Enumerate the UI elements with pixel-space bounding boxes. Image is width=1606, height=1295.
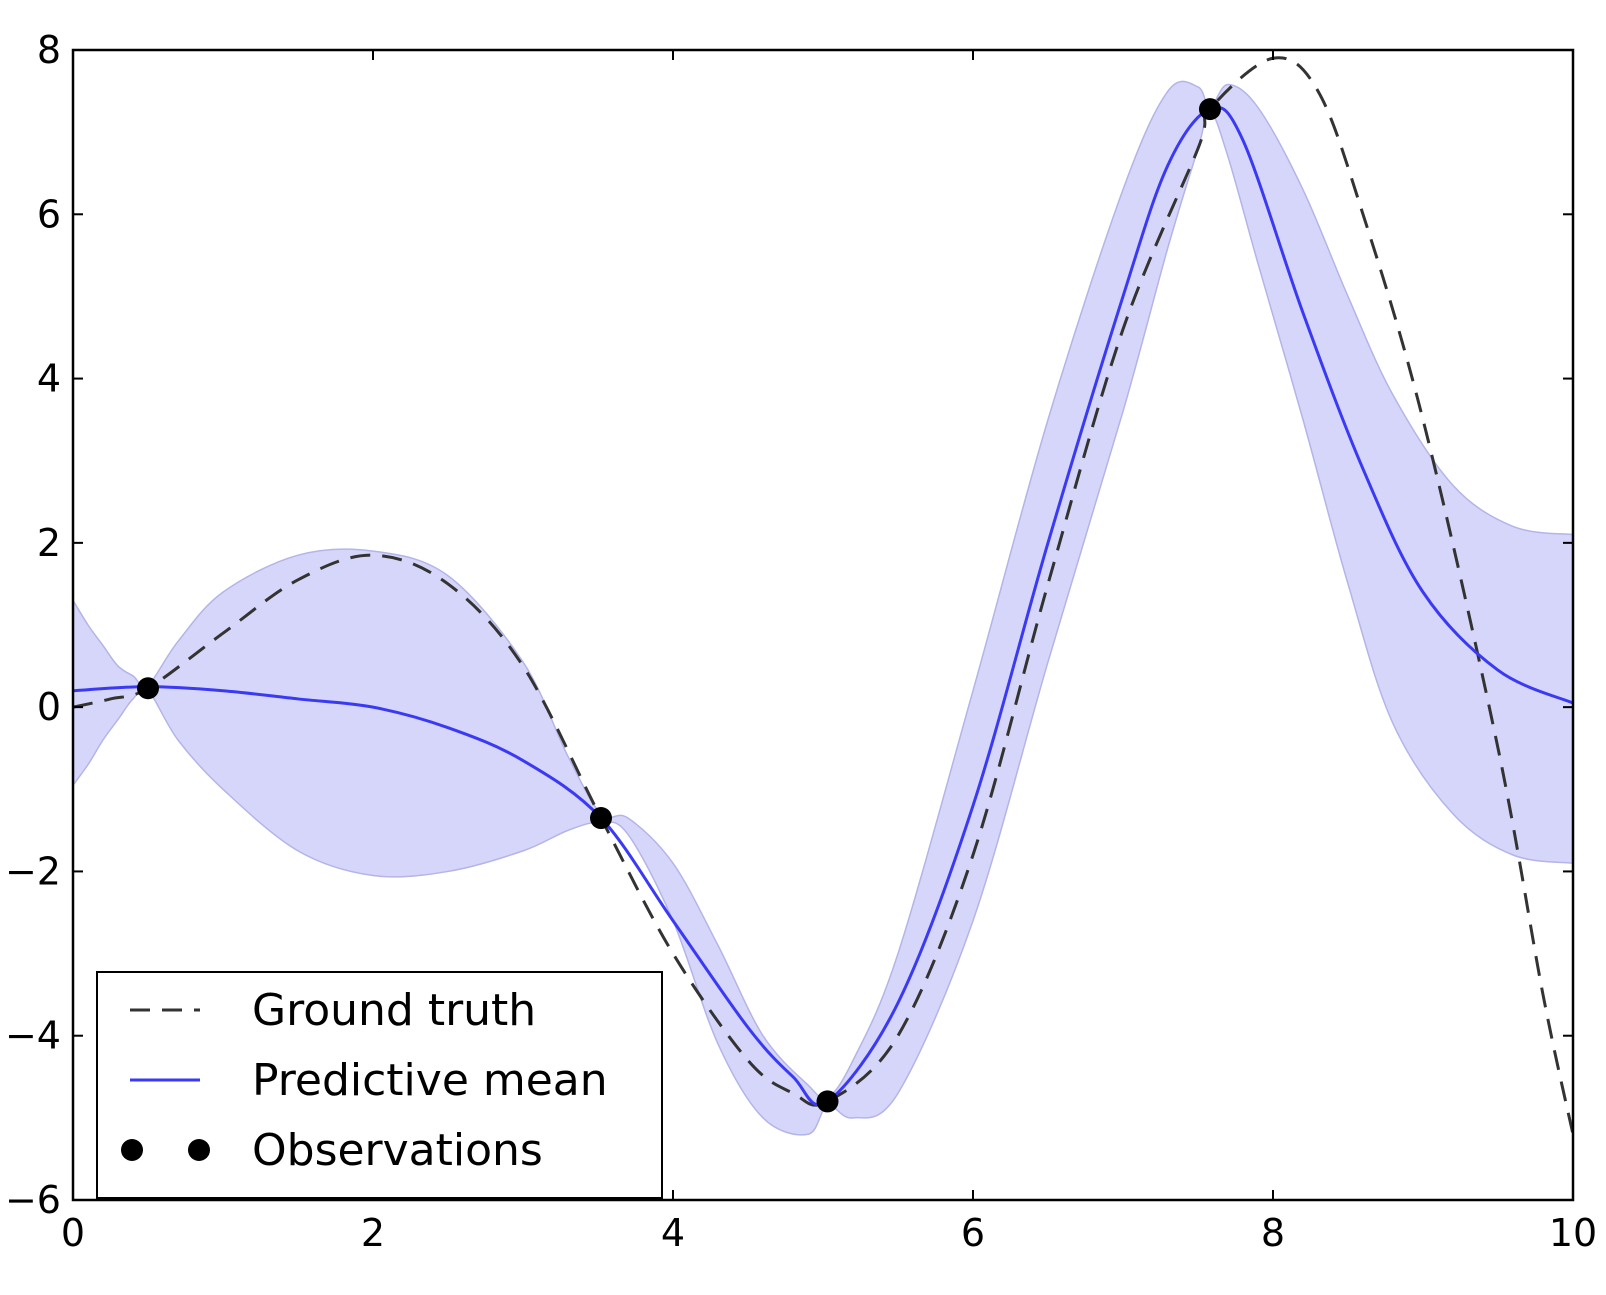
ground-truth-line bbox=[73, 56, 1573, 1135]
axes-layer: 0 2 4 6 8 10 −6 −4 −2 0 2 4 6 8 bbox=[5, 28, 1597, 1255]
y-tick-label: 2 bbox=[37, 521, 61, 565]
legend-label: Ground truth bbox=[252, 985, 536, 1036]
y-tick-label: 0 bbox=[37, 685, 61, 729]
series-lines-layer bbox=[73, 56, 1573, 1135]
y-tick-label: 6 bbox=[37, 192, 61, 236]
y-tick-label: −4 bbox=[5, 1014, 61, 1058]
y-tick-label: −6 bbox=[5, 1178, 61, 1222]
observation-point bbox=[1199, 98, 1221, 121]
predictive-mean-line bbox=[73, 106, 1573, 1107]
y-tick-label: −2 bbox=[5, 849, 61, 893]
legend-label: Predictive mean bbox=[252, 1055, 608, 1106]
legend: Ground truth Predictive mean Observations bbox=[96, 971, 663, 1199]
plot-frame bbox=[71, 48, 1575, 1202]
y-tick-label: 8 bbox=[37, 28, 61, 72]
x-tick-label: 4 bbox=[661, 1211, 685, 1255]
legend-label: Observations bbox=[252, 1125, 543, 1176]
observation-point bbox=[590, 807, 612, 830]
observation-point bbox=[137, 677, 159, 700]
observations-legend-swatch bbox=[121, 1139, 143, 1161]
legend-box bbox=[96, 971, 663, 1199]
x-tick-label: 8 bbox=[1261, 1211, 1285, 1255]
x-tick-label: 2 bbox=[361, 1211, 385, 1255]
x-tick-label: 10 bbox=[1549, 1211, 1597, 1255]
x-tick-label: 0 bbox=[61, 1211, 85, 1255]
x-tick-label: 6 bbox=[961, 1211, 985, 1255]
observations-legend-swatch bbox=[188, 1139, 210, 1161]
y-tick-label: 4 bbox=[37, 357, 61, 401]
observation-point bbox=[816, 1090, 839, 1113]
observation-points-layer bbox=[137, 98, 1221, 1113]
